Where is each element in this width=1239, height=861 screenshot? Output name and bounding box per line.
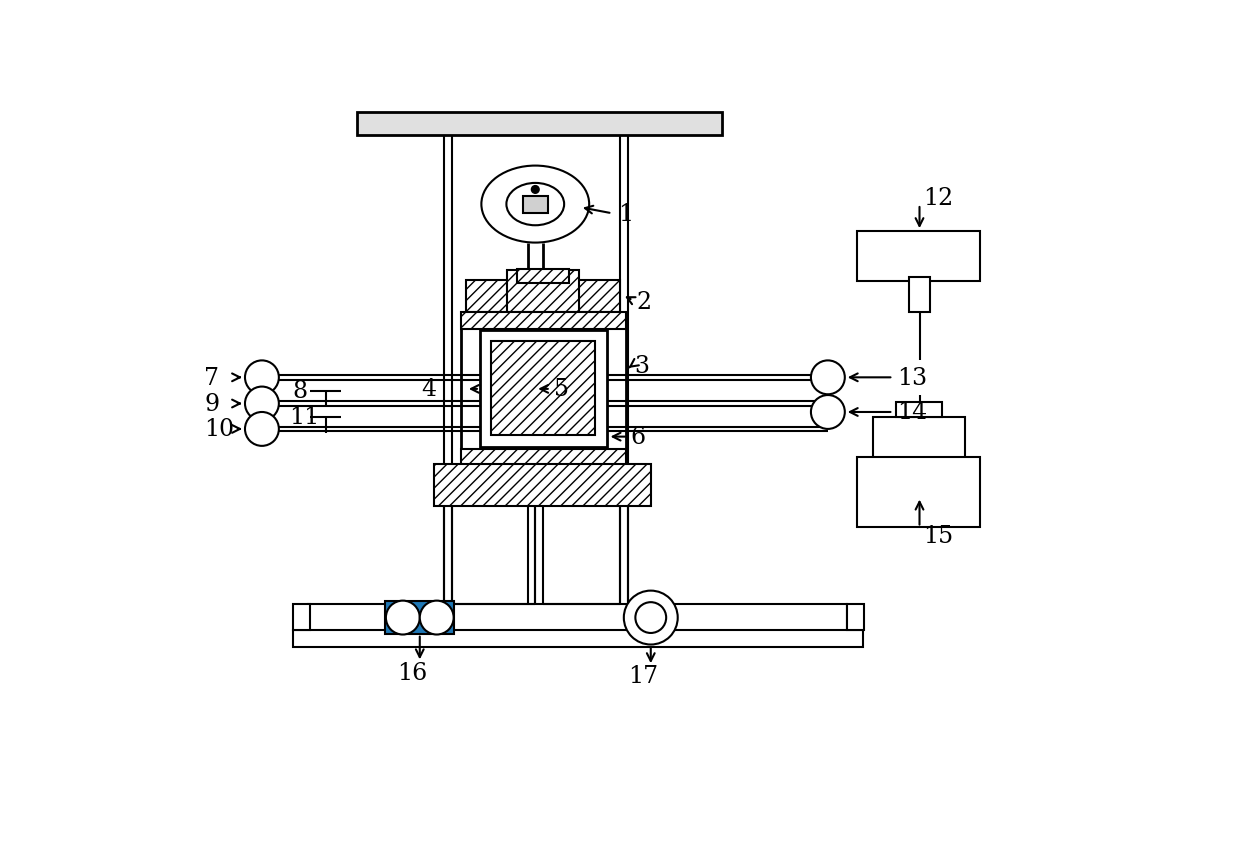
Bar <box>385 602 455 634</box>
Circle shape <box>812 395 845 430</box>
Bar <box>479 331 607 447</box>
Text: 8: 8 <box>292 380 307 402</box>
Text: 14: 14 <box>897 401 928 424</box>
Text: 9: 9 <box>204 393 219 416</box>
Bar <box>461 313 626 467</box>
Bar <box>857 457 980 528</box>
Text: 5: 5 <box>554 378 569 401</box>
Circle shape <box>245 361 279 395</box>
Circle shape <box>636 603 667 633</box>
Text: 6: 6 <box>631 425 646 449</box>
Circle shape <box>812 361 845 395</box>
Text: 10: 10 <box>204 418 234 441</box>
Text: 13: 13 <box>897 367 927 389</box>
Text: 2: 2 <box>636 290 652 313</box>
Bar <box>559 280 620 313</box>
Bar <box>491 342 595 436</box>
Bar <box>908 278 930 313</box>
Bar <box>434 464 650 506</box>
Bar <box>466 280 528 313</box>
Bar <box>507 270 579 313</box>
Circle shape <box>385 601 420 635</box>
Bar <box>292 630 862 647</box>
Ellipse shape <box>482 166 590 244</box>
Circle shape <box>245 412 279 446</box>
Bar <box>292 604 310 630</box>
Text: 12: 12 <box>923 187 954 210</box>
Bar <box>461 313 626 330</box>
Circle shape <box>532 186 539 194</box>
Circle shape <box>420 601 453 635</box>
Text: 4: 4 <box>421 378 436 401</box>
Text: 11: 11 <box>289 406 320 429</box>
Ellipse shape <box>507 183 564 226</box>
Text: 1: 1 <box>618 202 633 226</box>
Bar <box>857 232 980 282</box>
Bar <box>847 604 864 630</box>
Bar <box>896 402 942 418</box>
Bar <box>523 196 548 214</box>
Text: 7: 7 <box>204 367 219 389</box>
Text: 3: 3 <box>634 355 649 378</box>
Bar <box>357 113 722 136</box>
Bar <box>309 604 847 632</box>
Text: 15: 15 <box>923 524 954 547</box>
Text: 16: 16 <box>396 661 427 684</box>
Bar <box>872 418 965 460</box>
Bar <box>461 449 626 467</box>
Text: 17: 17 <box>628 664 658 687</box>
Circle shape <box>623 591 678 645</box>
Bar <box>517 269 569 283</box>
Circle shape <box>245 387 279 421</box>
